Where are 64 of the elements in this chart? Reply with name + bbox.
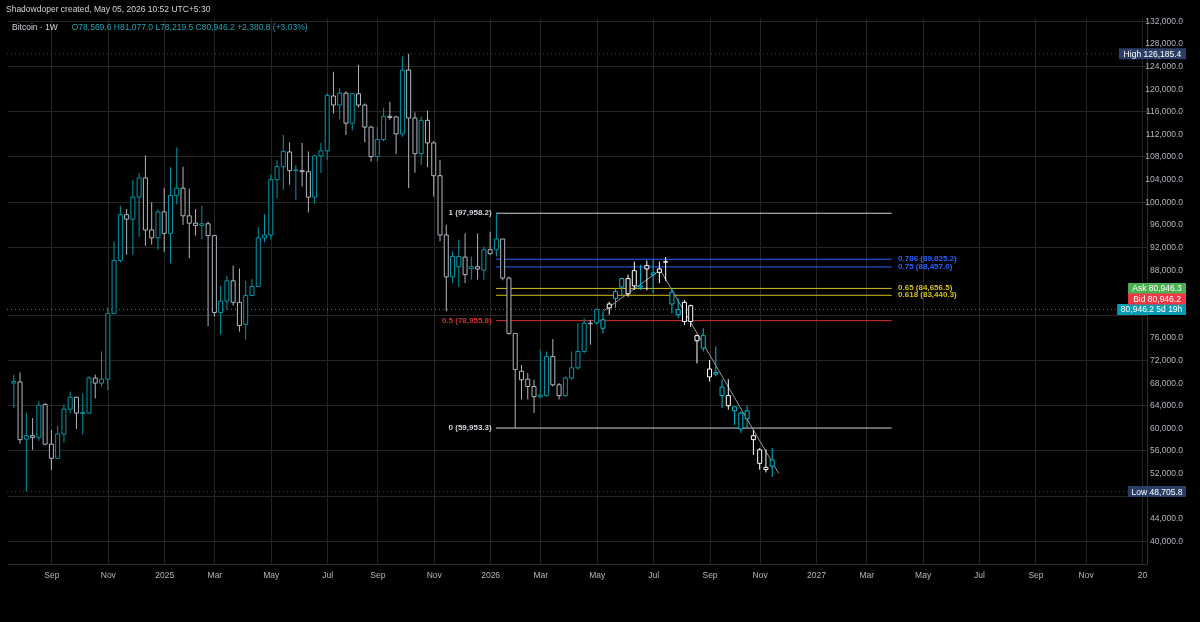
annotation: Ask 80,946.3 (1132, 283, 1183, 294)
annotation: Bid 80,946.2 (1133, 293, 1182, 304)
y-tick-label: 108,000.0 (1145, 151, 1184, 162)
x-tick-label: 2025 (155, 569, 175, 580)
candlestick (769, 447, 775, 478)
ref-line-label: 80,946.2 5d 19h (1120, 304, 1183, 315)
y-tick-label: 88,000.0 (1149, 264, 1184, 275)
series-label: 0 (59,953.3) (448, 423, 493, 433)
y-tick-label: 40,000.0 (1149, 535, 1184, 546)
candlestick (750, 429, 756, 456)
y-tick-label: 76,000.0 (1149, 332, 1184, 343)
y-tick-label: 124,000.0 (1145, 61, 1184, 72)
x-tick-label: 2027 (807, 569, 827, 580)
y-tick-label: 64,000.0 (1149, 400, 1184, 411)
x-tick-label: Sep (1028, 569, 1044, 580)
text: Shadowdoper created, May 05, 2026 10:52 UTC+5:30 (6, 4, 211, 14)
y-tick-label: 120,000.0 (1145, 83, 1184, 94)
y-tick-label: 52,000.0 (1149, 468, 1184, 478)
x-tick-label: Mar (533, 569, 549, 580)
x-tick-label: Jul (974, 569, 986, 580)
x-tick-label: Nov (752, 569, 769, 580)
x-tick-label: Nov (1078, 569, 1095, 580)
x-tick-label: Nov (100, 569, 117, 580)
x-tick-label: Mar (207, 569, 223, 580)
x-tick-label: Sep (702, 569, 718, 580)
x-tick-label: Mar (859, 569, 875, 580)
candlestick (732, 405, 738, 426)
candlestick (669, 287, 675, 315)
x-tick-label: May (915, 569, 932, 580)
ref-line-label: Low 48,705.8 (1131, 486, 1183, 497)
x-tick-label: Jul (322, 569, 334, 580)
y-tick-label: 104,000.0 (1145, 174, 1184, 185)
x-tick-label: May (263, 569, 281, 580)
x-tick-label: 20 (1137, 569, 1148, 580)
y-tick-label: 72,000.0 (1149, 354, 1184, 365)
ref-line-label: High 126,185.4 (1123, 48, 1182, 59)
chart-title: Bitcoin · 1W (12, 22, 58, 32)
series-label: 0.5 (78,955.8) (441, 315, 493, 325)
x-tick-label: Jul (648, 569, 660, 580)
candlestick (757, 447, 763, 471)
x-tick-label: May (589, 569, 606, 580)
y-tick-label: 92,000.0 (1149, 241, 1184, 252)
x-tick-label: Nov (426, 569, 443, 580)
y-tick-label: 96,000.0 (1149, 219, 1184, 230)
series-label: 0.65 (84,656.5) (898, 283, 953, 293)
y-tick-label: 132,000.0 (1145, 15, 1184, 26)
candlestick (663, 256, 669, 282)
candlestick (763, 448, 769, 473)
y-tick-label: 44,000.0 (1149, 513, 1184, 524)
y-tick-label: 56,000.0 (1149, 445, 1184, 456)
x-tick-label: Sep (44, 569, 60, 580)
y-tick-label: 116,000.0 (1145, 106, 1184, 117)
y-tick-label: 128,000.0 (1145, 38, 1184, 49)
series-label: 0.786 (89,825.2) (898, 254, 958, 264)
y-tick-label: 68,000.0 (1149, 377, 1184, 388)
series-label: 1 (97,958.2) (448, 208, 493, 218)
annotation: O78,569.6 H81,077.0 L78,219.5 C80,946.2 +2,380.8 (+3.03%) (71, 22, 308, 32)
y-tick-label: 100,000.0 (1145, 196, 1184, 207)
y-tick-label: 60,000.0 (1149, 422, 1184, 433)
x-tick-label: 2026 (481, 569, 501, 580)
x-tick-label: Sep (370, 569, 386, 580)
y-tick-label: 112,000.0 (1145, 128, 1184, 139)
candlestick (613, 287, 618, 309)
candlestick (644, 259, 650, 291)
